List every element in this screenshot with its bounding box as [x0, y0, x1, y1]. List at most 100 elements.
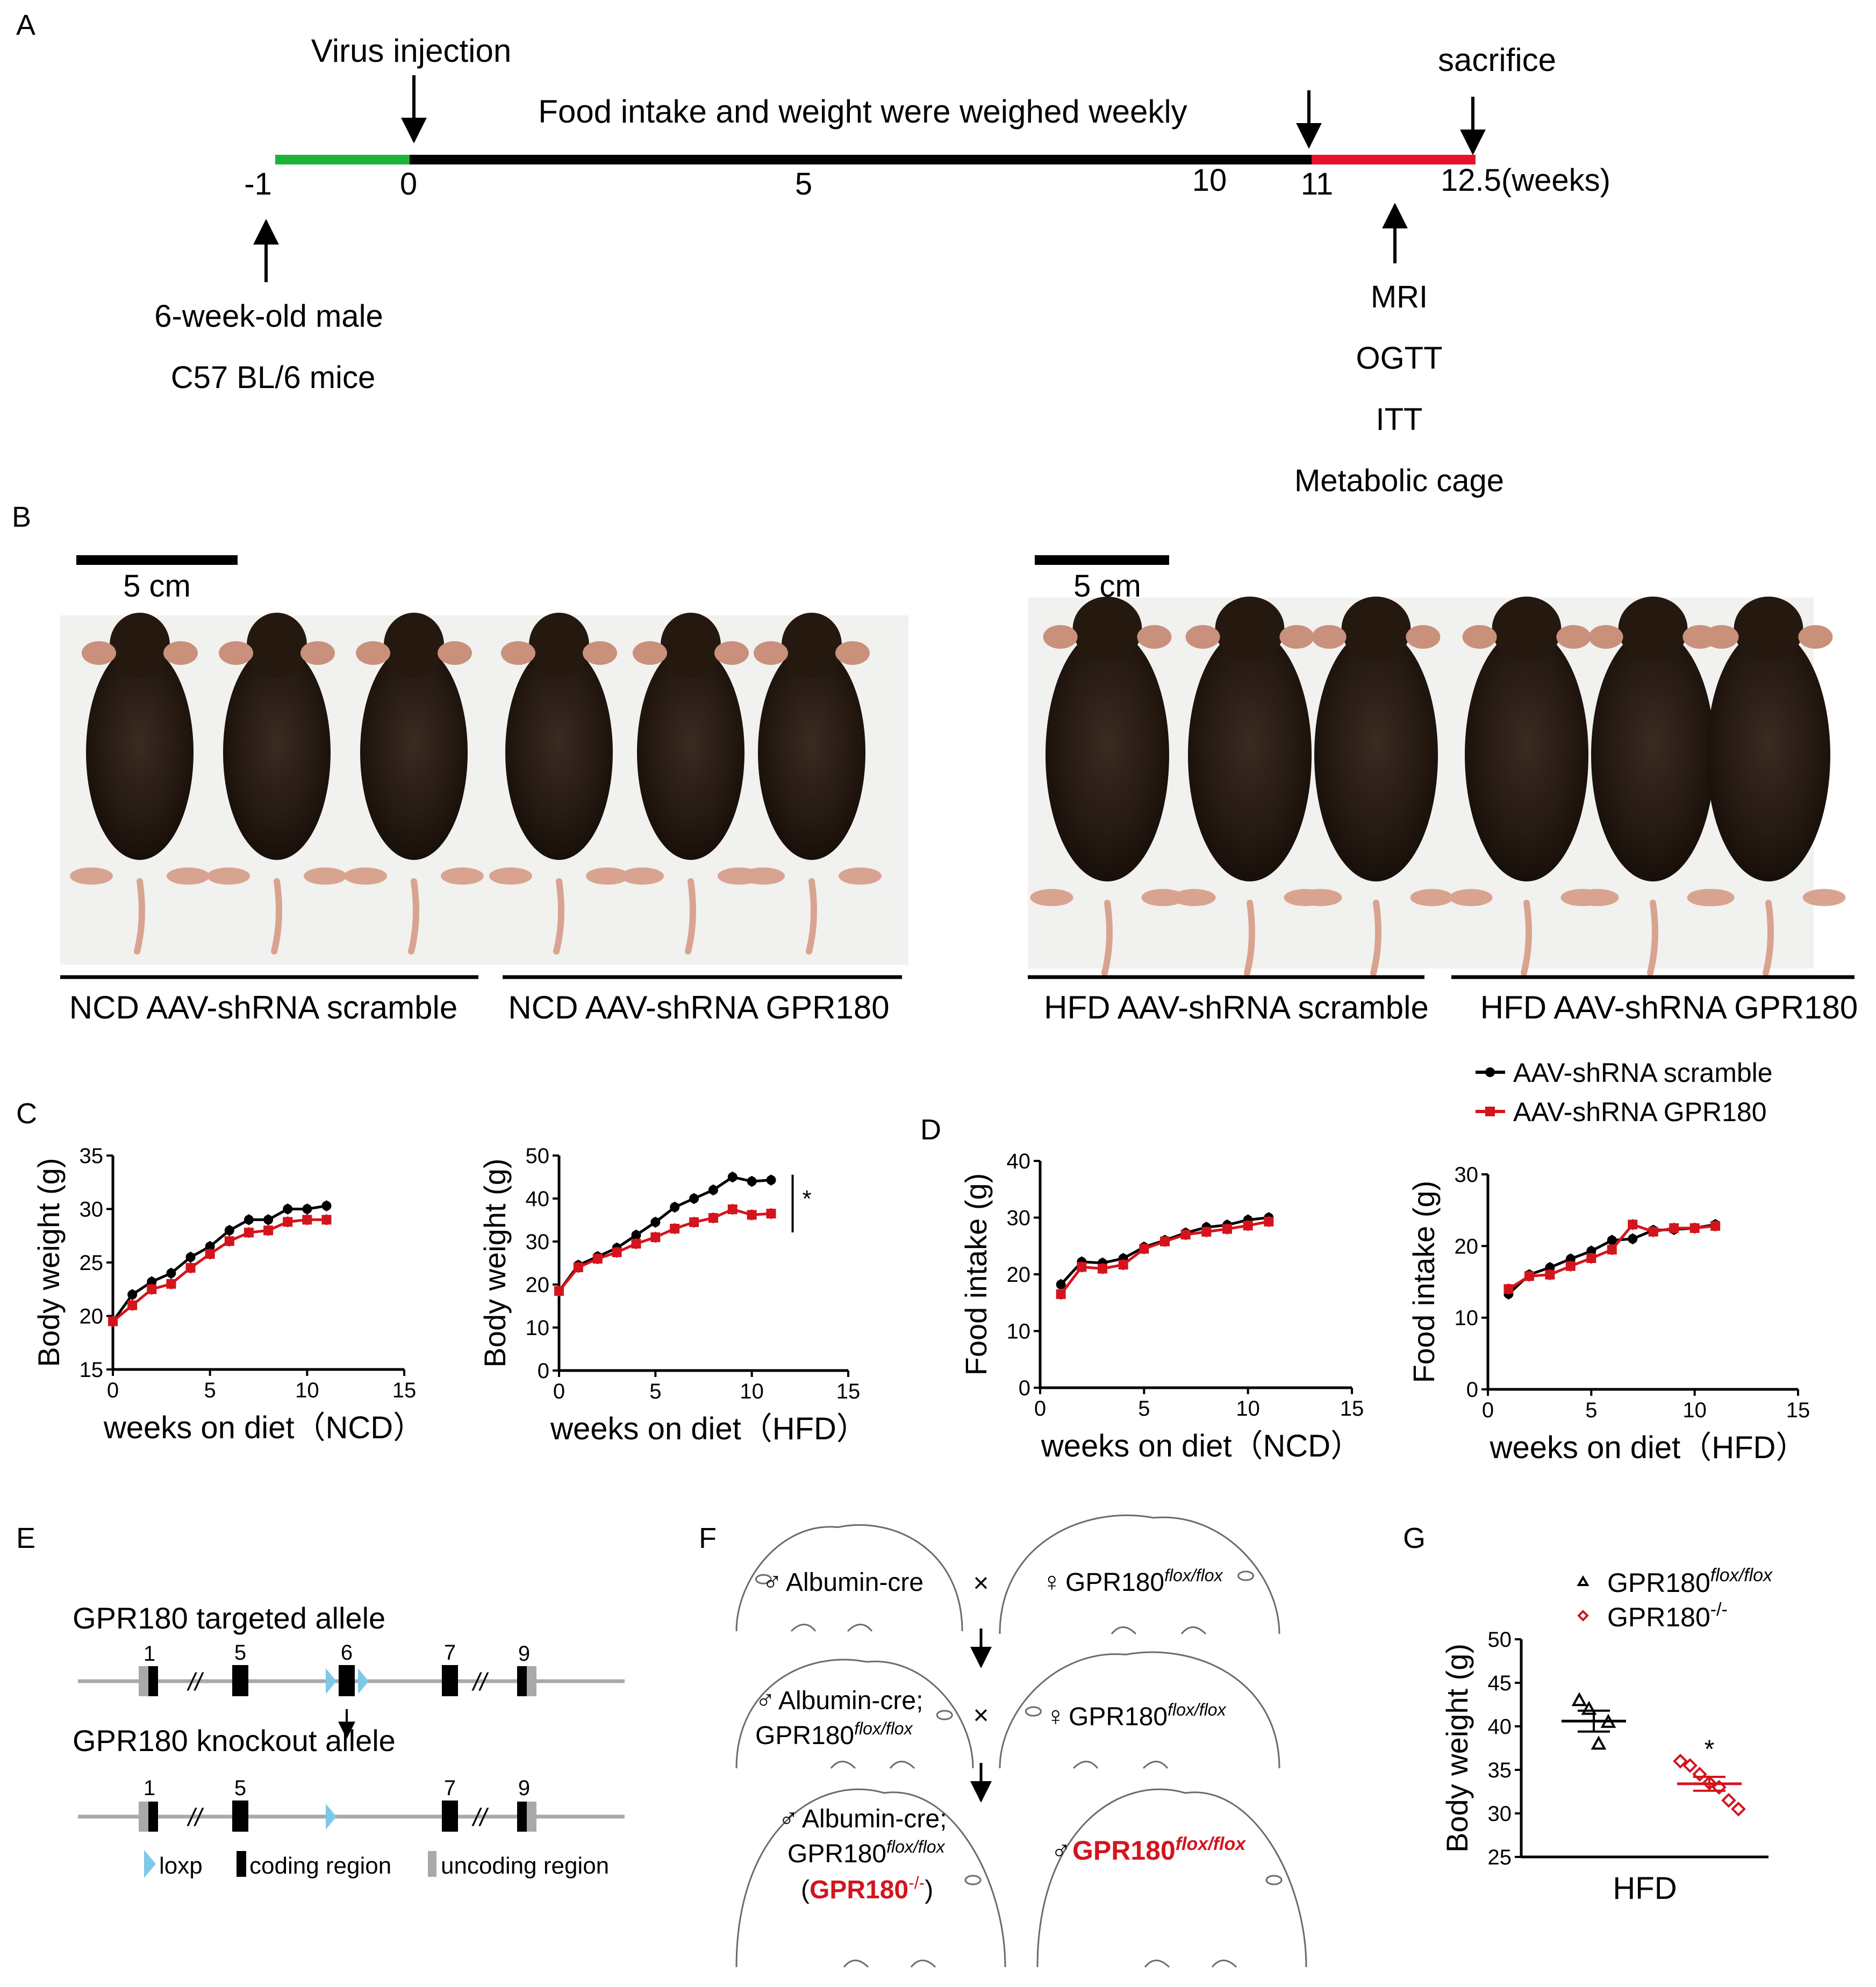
loxp-site [326, 1668, 336, 1694]
mouse-body [505, 645, 613, 860]
panel-label-g: G [1403, 1522, 1426, 1554]
data-point-gpr180 [1118, 1260, 1128, 1270]
y-tick-label: 25 [80, 1251, 104, 1275]
mouse-tail [1763, 900, 1774, 976]
exon-1 [148, 1666, 158, 1696]
data-point-gpr180 [1243, 1221, 1253, 1231]
exon-label: 7 [444, 1776, 456, 1800]
data-point-ko [1712, 1780, 1727, 1795]
flox-offspring-label: GPR180flox/flox [1072, 1834, 1247, 1866]
mouse-eye [1025, 1706, 1042, 1717]
data-point-gpr180 [1077, 1262, 1087, 1272]
data-point-scramble [631, 1230, 641, 1240]
exon-5 [232, 1801, 248, 1832]
series-line-gpr180 [558, 1208, 771, 1292]
data-point-scramble [205, 1242, 215, 1252]
y-tick-label: 0 [1019, 1376, 1030, 1400]
exon-label: 1 [144, 1776, 155, 1800]
cross-symbol: × [973, 1700, 989, 1730]
mouse-tail [408, 878, 419, 955]
mouse-eye [1265, 1875, 1283, 1885]
mouse-paw [621, 867, 664, 885]
x-axis-title: weeks on diet（HFD） [550, 1411, 868, 1446]
test-label: OGTT [1356, 341, 1442, 376]
male-symbol: ♂ [762, 1567, 783, 1597]
y-tick-label: 15 [80, 1358, 104, 1382]
mouse-ear [300, 641, 335, 665]
start-label-line1: 6-week-old male [154, 299, 383, 334]
y-tick-label: 30 [1007, 1207, 1031, 1230]
loxp-legend-icon [144, 1850, 156, 1878]
data-point-scramble [263, 1215, 274, 1225]
legend-coding: coding region [249, 1853, 391, 1879]
mouse-ear [1704, 625, 1739, 649]
mouse-tail [553, 878, 564, 955]
series-line-gpr180 [112, 1218, 327, 1323]
data-point-scramble [185, 1252, 196, 1263]
mouse-body [1465, 629, 1588, 881]
data-point-gpr180 [766, 1209, 776, 1218]
legend-flox: GPR180flox/flox [1607, 1565, 1773, 1598]
data-point-flox [1581, 1701, 1597, 1715]
mouse-paw [207, 867, 250, 885]
panel-b: B 5 cm 5 cm NCD AAV-shRNA scramble NCD A… [12, 501, 1858, 1025]
uncoding-legend-icon [428, 1851, 436, 1877]
legend-label-scramble: AAV-shRNA scramble [1513, 1058, 1773, 1088]
data-point-gpr180 [166, 1279, 176, 1289]
data-point-gpr180 [1139, 1244, 1149, 1254]
mouse-body [1591, 629, 1715, 881]
mouse-head [110, 613, 170, 677]
breeding-mice-outlines [735, 1515, 1307, 1968]
uncoding-region [527, 1666, 536, 1696]
mouse-tail [1647, 900, 1658, 976]
data-point-gpr180 [205, 1249, 215, 1259]
mouse-outline [735, 1524, 963, 1632]
data-point-scramble [321, 1201, 332, 1211]
gpr-label: GPR180flox/flox [755, 1719, 913, 1750]
y-tick-label: 10 [526, 1316, 550, 1340]
mouse-ear [438, 641, 472, 665]
data-point-ko [1731, 1802, 1746, 1817]
exon-label: 9 [518, 1776, 530, 1800]
mouse-body [1046, 629, 1169, 881]
tick-label: 0 [400, 167, 417, 202]
x-axis-title: weeks on diet（HFD） [1490, 1430, 1807, 1465]
mouse-ear [1588, 625, 1623, 649]
scale-bar [1035, 555, 1169, 565]
legend-marker-gpr180 [1485, 1107, 1495, 1116]
group-label: NCD AAV-shRNA scramble [69, 989, 457, 1025]
chart-g: 25 30 35 40 45 50 HFD Body weight (g) * [1440, 1628, 1768, 1906]
y-tick-label: 30 [80, 1198, 104, 1222]
data-point-scramble [1607, 1235, 1617, 1245]
mouse-tail [1370, 900, 1381, 976]
y-tick-label: 20 [526, 1273, 550, 1297]
sacrifice-label: sacrifice [1438, 42, 1556, 78]
mouse-head [1215, 597, 1285, 661]
y-tick-label: 30 [1488, 1802, 1512, 1826]
y-tick-label: 50 [526, 1144, 550, 1168]
mouse-outline [999, 1515, 1280, 1634]
data-point-scramble [147, 1276, 157, 1287]
x-tick-label: 5 [204, 1379, 216, 1402]
data-point-gpr180 [1098, 1264, 1107, 1274]
exon-label: 5 [234, 1776, 246, 1800]
exon-5 [232, 1665, 248, 1696]
tick-label: 10 [1192, 163, 1227, 198]
data-point-gpr180 [592, 1254, 603, 1264]
y-tick-label: 25 [1488, 1846, 1512, 1869]
data-point-ko [1673, 1753, 1688, 1769]
x-tick-label: 15 [1340, 1397, 1364, 1421]
x-tick-label: 5 [1585, 1398, 1597, 1422]
data-point-gpr180 [1222, 1224, 1232, 1234]
data-point-gpr180 [1607, 1245, 1617, 1254]
mouse-body [758, 645, 865, 860]
mouse-ear [356, 641, 390, 665]
y-tick-label: 35 [1488, 1759, 1512, 1782]
legend-ko: GPR180-/- [1607, 1599, 1728, 1632]
mice-silhouettes [70, 597, 1846, 976]
mouse-feet [830, 1761, 915, 1769]
mouse-ear [1312, 625, 1347, 649]
y-tick-label: 30 [1455, 1163, 1479, 1187]
mouse-tail [1244, 900, 1255, 976]
test-label: MRI [1371, 279, 1428, 314]
